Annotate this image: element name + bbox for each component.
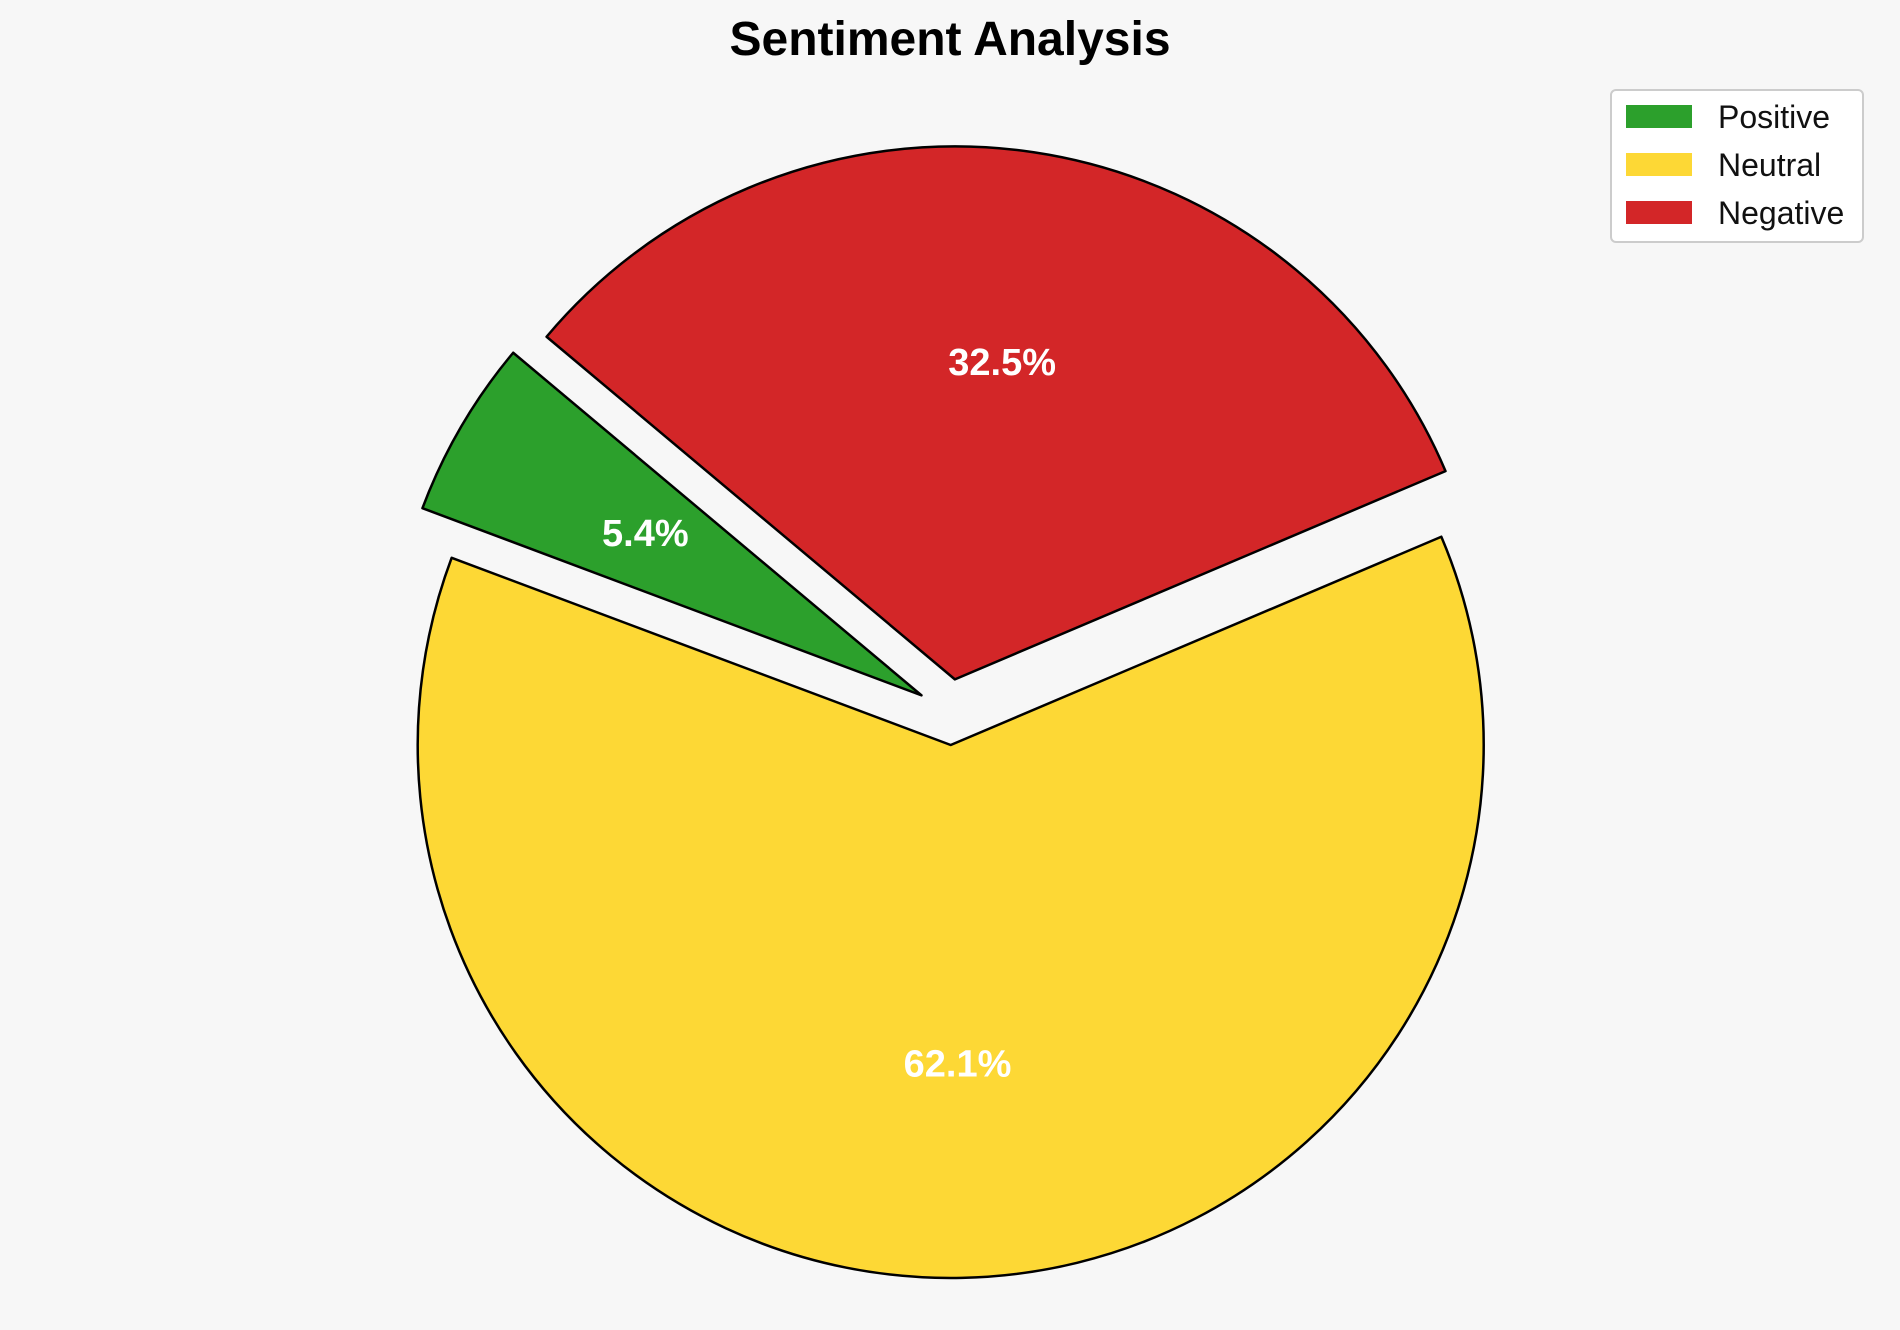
pie-slice-negative (545, 145, 1447, 681)
slice-label-negative: 32.5% (948, 342, 1056, 384)
legend-label-positive: Positive (1718, 99, 1830, 135)
pie-slices (416, 145, 1485, 1280)
legend-swatch-positive (1626, 105, 1692, 128)
pie-slice-labels: 5.4% 62.1% 32.5% (602, 342, 1056, 1086)
pie-slice-neutral (416, 535, 1485, 1280)
chart-title: Sentiment Analysis (729, 13, 1170, 66)
legend-swatch-neutral (1626, 153, 1692, 176)
legend-label-neutral: Neutral (1718, 147, 1821, 183)
slice-label-neutral: 62.1% (904, 1044, 1012, 1086)
legend: Positive Neutral Negative (1610, 89, 1864, 243)
pie-slice-positive (421, 351, 923, 697)
legend-items: Positive Neutral Negative (1626, 99, 1844, 231)
legend-label-negative: Negative (1718, 195, 1844, 231)
slice-label-positive: 5.4% (602, 513, 689, 555)
legend-swatch-negative (1626, 201, 1692, 224)
